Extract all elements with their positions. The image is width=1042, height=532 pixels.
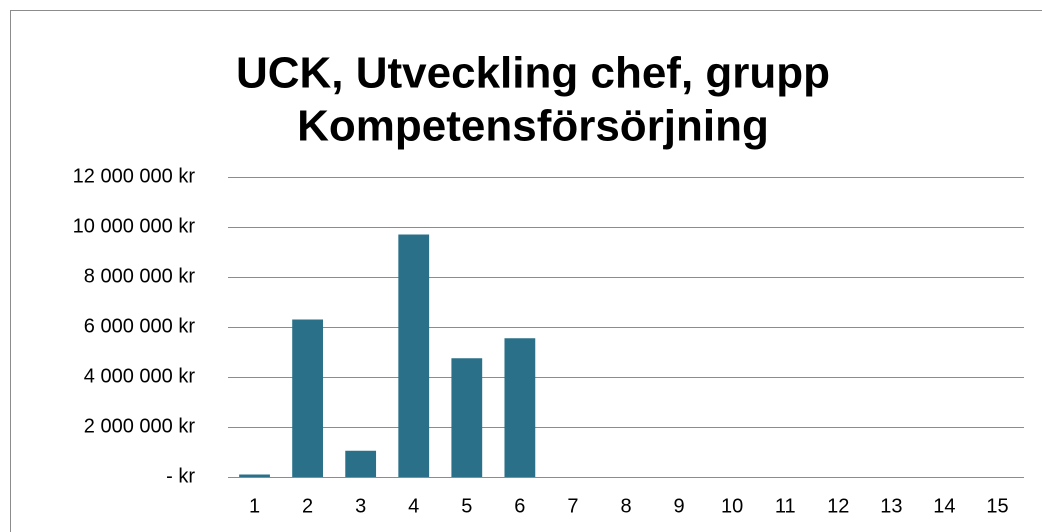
x-tick-label: 8 <box>620 495 631 517</box>
bar <box>292 319 323 477</box>
x-tick-label: 4 <box>408 495 419 517</box>
x-tick-label: 5 <box>461 495 472 517</box>
bar <box>398 234 430 477</box>
x-tick-label: 11 <box>775 495 796 517</box>
x-tick-label: 10 <box>721 495 743 517</box>
x-tick-label: 1 <box>249 495 260 517</box>
x-tick-label: 7 <box>567 495 578 517</box>
chart-title: Kompetensförsörjning <box>297 102 769 151</box>
y-tick-label: 4 000 000 kr <box>84 365 196 387</box>
chart-title: UCK, Utveckling chef, grupp <box>236 49 830 98</box>
bar <box>451 358 483 477</box>
x-tick-label: 6 <box>514 495 525 517</box>
x-tick-label: 2 <box>302 495 313 517</box>
x-tick-label: 14 <box>933 495 955 517</box>
x-tick-label: 13 <box>880 495 902 517</box>
x-tick-label: 3 <box>355 495 366 517</box>
chart-frame <box>10 10 1042 532</box>
y-tick-label: - kr <box>166 465 195 487</box>
bar <box>239 474 270 477</box>
y-tick-label: 10 000 000 kr <box>73 215 196 237</box>
x-tick-label: 9 <box>674 495 685 517</box>
x-tick-label: 15 <box>986 495 1008 517</box>
y-tick-label: 6 000 000 kr <box>84 315 196 337</box>
x-tick-label: 12 <box>827 495 849 517</box>
bar <box>345 450 377 477</box>
y-tick-label: 12 000 000 kr <box>73 165 196 187</box>
y-tick-label: 8 000 000 kr <box>84 265 196 287</box>
bar <box>504 338 536 477</box>
y-tick-label: 2 000 000 kr <box>84 415 196 437</box>
